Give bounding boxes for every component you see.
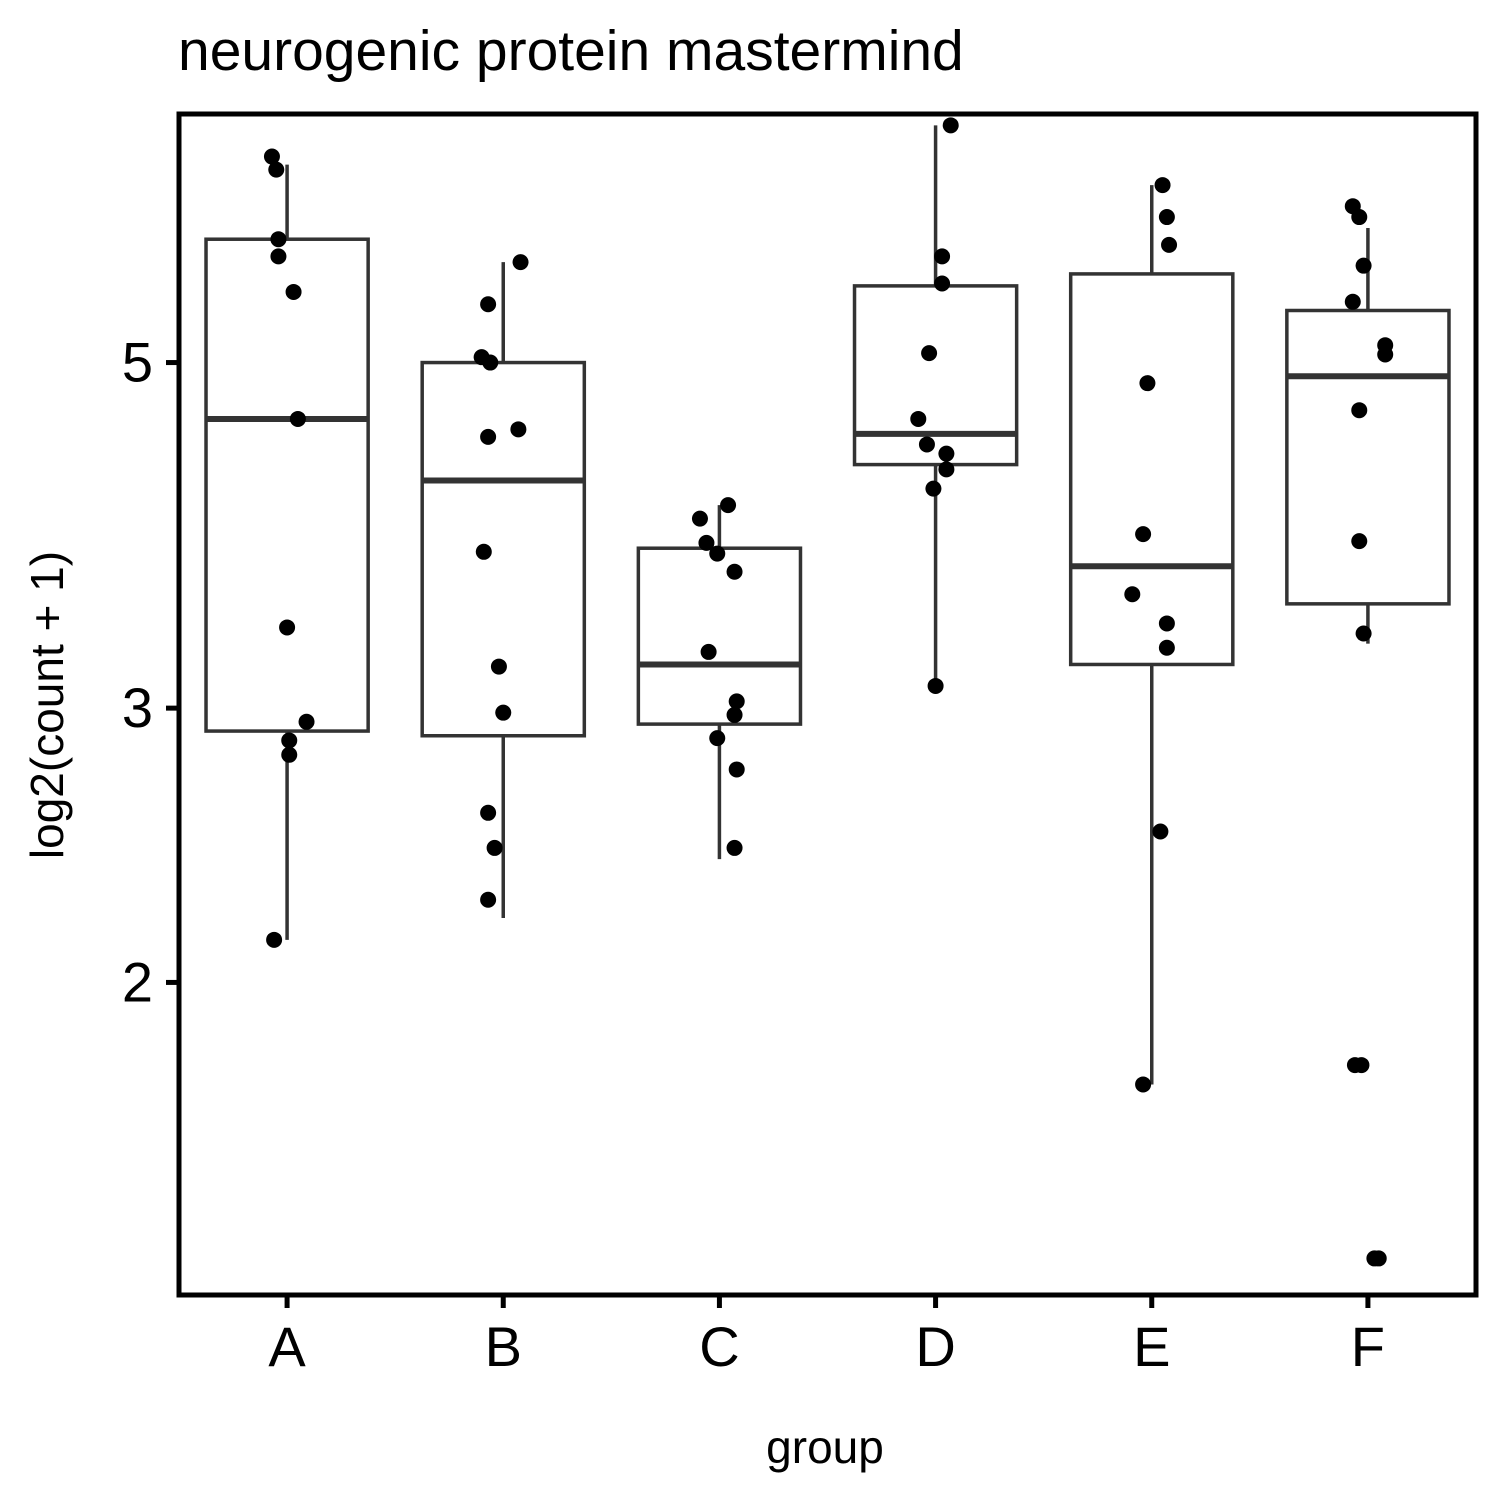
y-tick-label: 2 <box>122 950 153 1013</box>
data-point <box>709 730 726 747</box>
data-point <box>281 746 298 763</box>
data-point <box>486 839 503 856</box>
data-point <box>480 891 497 908</box>
data-point <box>942 117 959 134</box>
data-point <box>709 545 726 562</box>
box-body <box>1285 308 1451 606</box>
points-layer <box>263 117 1394 1267</box>
data-point <box>720 497 737 514</box>
data-point <box>1154 177 1171 194</box>
data-point <box>728 761 745 778</box>
data-point <box>1370 1250 1387 1267</box>
data-point <box>1344 293 1361 310</box>
data-point <box>938 461 955 478</box>
data-point <box>1351 402 1368 419</box>
data-point <box>1158 209 1175 226</box>
box-body <box>204 237 370 733</box>
data-point <box>726 706 743 723</box>
data-point <box>480 296 497 313</box>
data-point <box>512 254 529 271</box>
x-tick-label: E <box>1133 1315 1170 1378</box>
data-point <box>1377 346 1394 363</box>
box-body <box>636 546 803 726</box>
box-E <box>1068 185 1235 1085</box>
y-tick-label: 3 <box>122 676 153 739</box>
x-tick-label: C <box>699 1315 739 1378</box>
data-point <box>510 421 527 438</box>
data-point <box>279 619 296 636</box>
chart-title: neurogenic protein mastermind <box>178 19 964 83</box>
data-point <box>726 839 743 856</box>
data-point <box>918 436 935 453</box>
y-axis: 2 3 5 <box>122 331 179 1013</box>
data-point <box>298 713 315 730</box>
data-point <box>285 283 302 300</box>
x-axis-label: group <box>766 1421 884 1473</box>
data-point <box>490 658 507 675</box>
x-tick-label: A <box>268 1315 306 1378</box>
data-point <box>925 480 942 497</box>
y-axis-label: log2(count + 1) <box>21 550 73 860</box>
box-body <box>852 284 1019 467</box>
data-point <box>266 931 283 948</box>
data-point <box>1135 526 1152 543</box>
data-point <box>1353 1057 1370 1074</box>
x-tick-label: F <box>1351 1315 1385 1378</box>
data-point <box>1355 257 1372 274</box>
data-point <box>270 248 287 265</box>
data-point <box>480 428 497 445</box>
data-point <box>728 693 745 710</box>
data-point <box>1158 615 1175 632</box>
box-C <box>636 505 803 860</box>
data-point <box>289 410 306 427</box>
boxes-layer <box>204 125 1451 1085</box>
data-point <box>938 445 955 462</box>
data-point <box>691 510 708 527</box>
x-tick-label: B <box>485 1315 522 1378</box>
data-point <box>1139 375 1156 392</box>
data-point <box>698 534 715 551</box>
panel-border <box>176 111 1479 1298</box>
data-point <box>1161 236 1178 253</box>
data-point <box>1351 209 1368 226</box>
data-point <box>1158 639 1175 656</box>
data-point <box>482 354 499 371</box>
data-point <box>475 543 492 560</box>
data-point <box>1124 586 1141 603</box>
box-B <box>420 262 587 918</box>
box-body <box>1068 272 1235 667</box>
data-point <box>281 732 298 749</box>
data-point <box>1351 533 1368 550</box>
data-point <box>268 161 285 178</box>
data-point <box>934 248 951 265</box>
data-point <box>921 345 938 362</box>
box-D <box>852 125 1019 686</box>
data-point <box>263 148 280 165</box>
x-axis: A B C D E F <box>268 1295 1385 1378</box>
data-point <box>1355 625 1372 642</box>
y-tick-label: 5 <box>122 331 153 394</box>
box-A <box>204 164 370 940</box>
data-point <box>927 677 944 694</box>
box-F <box>1285 228 1451 644</box>
data-point <box>270 231 287 248</box>
data-point <box>910 410 927 427</box>
data-point <box>726 563 743 580</box>
data-point <box>1152 823 1169 840</box>
data-point <box>700 643 717 660</box>
box-body <box>420 360 587 738</box>
data-point <box>480 804 497 821</box>
x-tick-label: D <box>915 1315 955 1378</box>
data-point <box>1135 1076 1152 1093</box>
data-point <box>934 275 951 292</box>
data-point <box>495 704 512 721</box>
